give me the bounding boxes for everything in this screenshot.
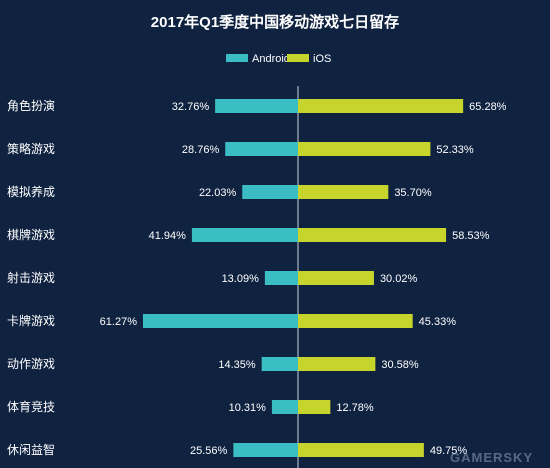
chart-marks: 角色扮演 32.76% 65.28% 策略游戏 28.76% 52.33% 模拟养成 22.0… [7,86,507,468]
bar-ios [298,142,431,156]
data-label-android: 10.31% [229,402,267,414]
category-label: 体育竞技 [7,399,55,414]
category-label: 休闲益智 [7,442,55,457]
data-label-ios: 12.78% [336,402,374,414]
bar-android [271,400,298,414]
legend-swatch-ios [287,54,309,62]
bar-ios [298,271,374,285]
data-label-ios: 30.58% [381,359,419,371]
data-label-android: 25.56% [190,445,228,457]
legend: Android iOS [226,53,331,65]
data-label-ios: 52.33% [436,144,474,156]
bar-ios [298,314,413,328]
bar-android [142,314,298,328]
legend-swatch-android [226,54,248,62]
data-label-ios: 30.02% [380,273,418,285]
bar-ios [298,228,447,242]
legend-label-android: Android [252,53,290,65]
data-label-ios: 58.53% [452,230,490,242]
category-label: 动作游戏 [7,357,55,371]
bar-android [225,142,298,156]
data-label-android: 22.03% [199,187,237,199]
category-label: 卡牌游戏 [7,314,55,328]
bar-ios [298,357,376,371]
data-label-android: 32.76% [172,101,210,113]
data-label-android: 41.94% [149,230,187,242]
data-label-ios: 49.75% [430,445,468,457]
data-label-android: 61.27% [100,316,138,328]
data-label-ios: 45.33% [419,316,457,328]
bar-ios [298,443,424,457]
category-label: 射击游戏 [7,270,55,285]
bar-android [261,357,298,371]
data-label-ios: 65.28% [469,101,507,113]
legend-label-ios: iOS [313,53,331,65]
watermark: GAMERSKY [450,450,533,465]
bar-android [215,99,298,113]
category-label: 策略游戏 [7,141,55,156]
category-label: 模拟养成 [7,184,55,199]
category-label: 棋牌游戏 [7,228,55,242]
bar-ios [298,185,389,199]
data-label-android: 13.09% [222,273,260,285]
bar-android [191,228,298,242]
data-label-ios: 35.70% [394,187,432,199]
chart-title: 2017年Q1季度中国移动游戏七日留存 [151,13,399,31]
bar-android [242,185,298,199]
data-label-android: 28.76% [182,144,220,156]
category-label: 角色扮演 [7,98,55,113]
bar-ios [298,400,331,414]
data-label-android: 14.35% [218,359,256,371]
bar-ios [298,99,464,113]
bar-android [264,271,298,285]
bar-android [233,443,298,457]
